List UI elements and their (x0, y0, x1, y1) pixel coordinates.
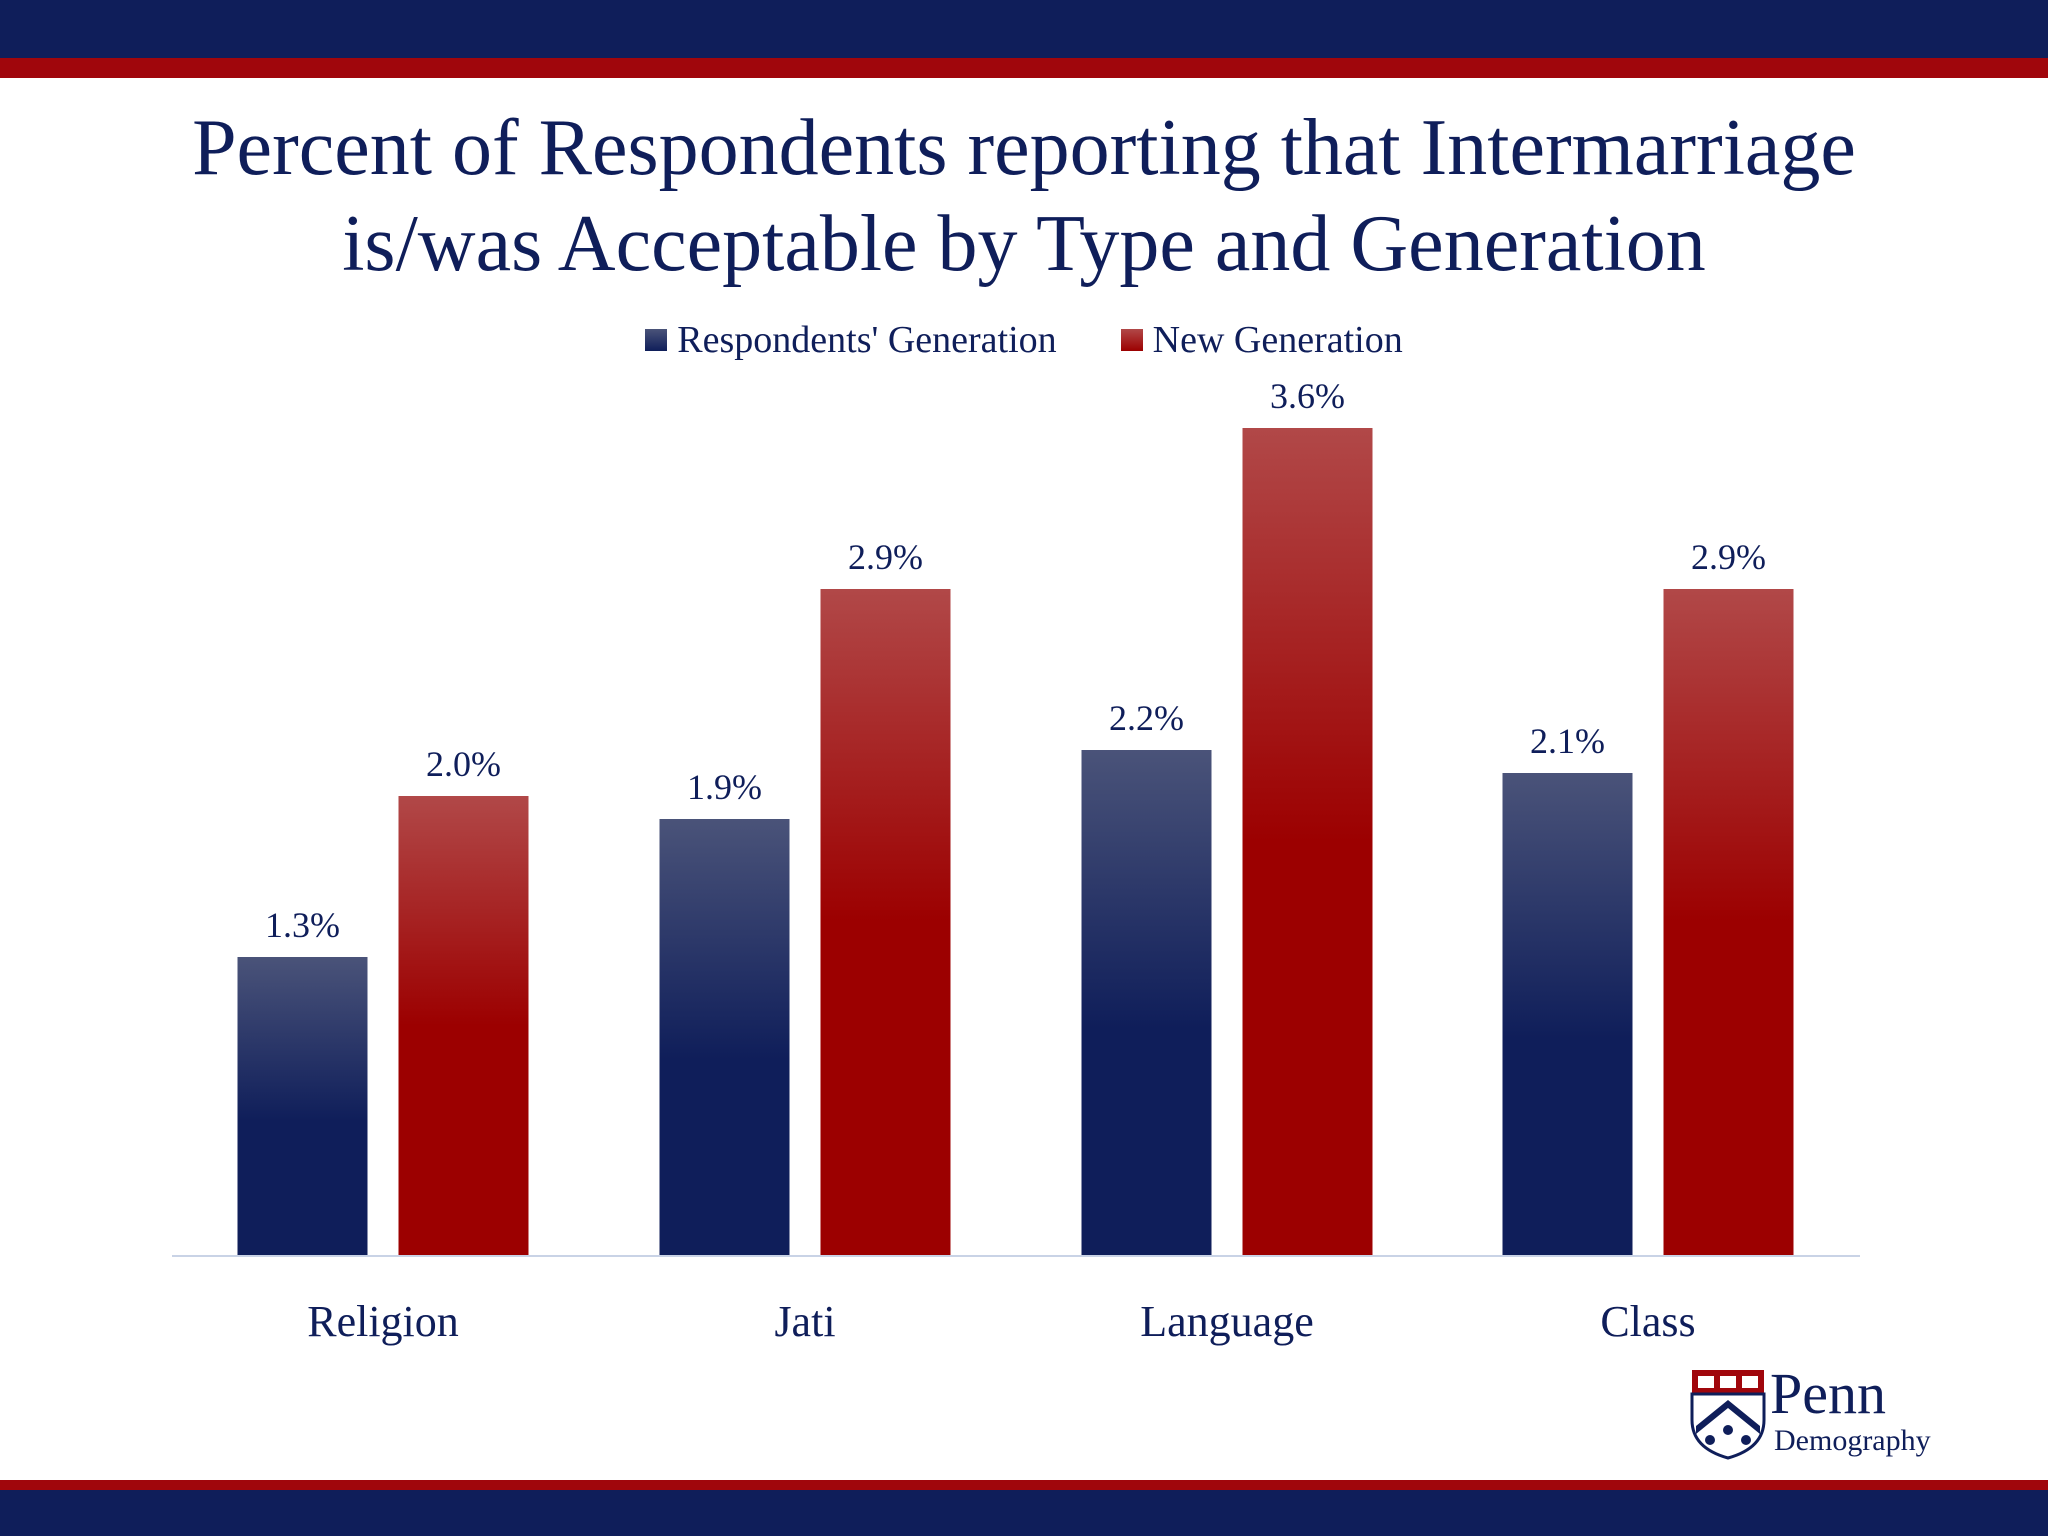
slide-title: Percent of Respondents reporting that In… (40, 100, 2008, 292)
logo-subtitle: Demography (1774, 1424, 1931, 1457)
logo-penn-text: Penn (1770, 1361, 1886, 1426)
data-label-respondents-generation-jati: 1.9% (687, 767, 762, 807)
legend-item-respondents-generation: Respondents' Generation (645, 318, 1057, 362)
category-label-religion: Religion (307, 1297, 459, 1346)
legend-label: New Generation (1152, 319, 1403, 361)
data-label-respondents-generation-class: 2.1% (1530, 721, 1605, 761)
penn-demography-logo: Penn Demography (1690, 1362, 1950, 1466)
legend-swatch-blue (645, 329, 668, 351)
bar-chart: 1.3% 2.0% Religion 1.9% 2.9% Jati 2.2% 3.6% Lang… (172, 376, 1860, 1346)
data-label-respondents-generation-religion: 1.3% (265, 905, 340, 945)
bar-new-generation-jati (820, 589, 951, 1256)
bar-respondents-generation-class (1502, 773, 1633, 1256)
bottom-red-stripe (0, 1480, 2048, 1490)
top-red-stripe (0, 58, 2048, 78)
bar-respondents-generation-language (1081, 750, 1212, 1256)
data-label-respondents-generation-language: 2.2% (1109, 698, 1184, 738)
bottom-navy-band (0, 1490, 2048, 1536)
penn-shield-icon (1690, 1370, 1766, 1460)
category-label-jati: Jati (774, 1297, 835, 1346)
category-label-language: Language (1140, 1297, 1313, 1346)
category-label-class: Class (1600, 1297, 1695, 1346)
title-line-1: Percent of Respondents reporting that In… (192, 104, 1856, 192)
bar-new-generation-religion (398, 796, 529, 1256)
bar-new-generation-language (1242, 428, 1373, 1256)
legend-label: Respondents' Generation (677, 319, 1057, 361)
data-label-new-generation-religion: 2.0% (426, 744, 501, 784)
chart-legend: Respondents' Generation New Generation (0, 318, 2048, 362)
data-label-new-generation-jati: 2.9% (848, 537, 923, 577)
bar-new-generation-class (1663, 589, 1794, 1256)
title-line-2: is/was Acceptable by Type and Generation (342, 200, 1706, 288)
data-label-new-generation-language: 3.6% (1270, 376, 1345, 416)
legend-swatch-red (1120, 329, 1143, 351)
top-navy-band (0, 0, 2048, 58)
bar-respondents-generation-religion (237, 957, 368, 1256)
bar-respondents-generation-jati (659, 819, 790, 1256)
legend-item-new-generation: New Generation (1120, 318, 1403, 362)
data-label-new-generation-class: 2.9% (1691, 537, 1766, 577)
